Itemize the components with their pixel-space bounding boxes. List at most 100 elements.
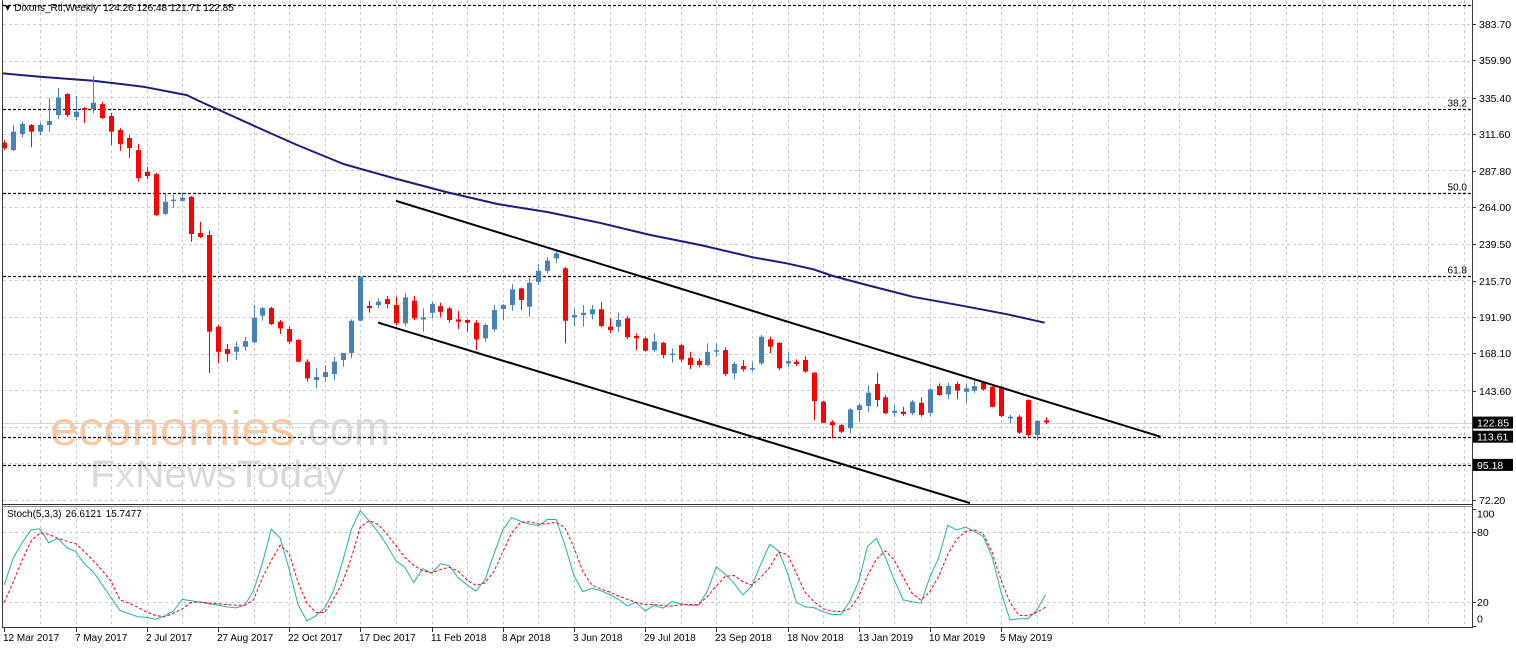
candle-body: [234, 346, 239, 352]
candle-body: [999, 386, 1004, 417]
price-axis-label: 168.10: [1479, 348, 1511, 360]
candle-bullish: [527, 277, 532, 317]
candle-bearish: [661, 341, 666, 359]
candle-body: [252, 317, 257, 343]
candle-body: [501, 305, 506, 309]
time-axis-label: 7 May 2017: [75, 633, 128, 644]
candle-bullish: [572, 308, 577, 326]
candle-body: [599, 309, 604, 326]
price-marker-box: [1473, 416, 1513, 429]
candle-bullish: [501, 304, 506, 320]
time-axis-label: 5 May 2019: [1000, 633, 1053, 644]
candle-bullish: [243, 336, 248, 351]
stochastic-axis[interactable]: 100 80 20 0: [1472, 509, 1495, 627]
candle-body: [376, 301, 381, 306]
candle-bullish: [510, 284, 515, 311]
candle-bullish: [1035, 420, 1040, 441]
candle-bearish: [385, 296, 390, 309]
candle-bearish: [438, 302, 443, 318]
candle-bullish: [652, 333, 657, 352]
candle-body: [216, 326, 221, 352]
candle-bearish: [777, 342, 782, 371]
price-axis-label: 215.70: [1479, 276, 1511, 288]
stochastic-d-value: 15.7477: [105, 509, 142, 520]
candle-body: [225, 349, 230, 354]
price-marker-box: [1473, 430, 1513, 443]
candle-bullish: [670, 348, 675, 363]
candle-bullish: [857, 403, 862, 422]
horizontal-levels[interactable]: 38.2 50.0 61.8: [3, 4, 1472, 467]
candle-bullish: [11, 125, 16, 151]
candle-body: [536, 270, 541, 282]
candle-body: [74, 111, 79, 117]
candle-body: [875, 384, 880, 400]
candle-bearish: [768, 336, 773, 354]
candle-body: [697, 360, 702, 366]
price-axis-label: 287.80: [1479, 166, 1511, 178]
candle-bullish: [972, 379, 977, 393]
candle-body: [563, 268, 568, 321]
moving-average-line[interactable]: [0, 72, 1045, 324]
candle-bullish: [732, 361, 737, 380]
candle-bearish: [563, 267, 568, 344]
price-axis[interactable]: 383.70 359.90 335.40 311.60 287.80 264.00 239.…: [1472, 19, 1513, 507]
candle-bearish: [447, 306, 452, 323]
price-plot[interactable]: [0, 72, 1161, 504]
candle-bearish: [883, 395, 888, 415]
candle-body: [421, 317, 426, 320]
candle-bearish: [1044, 417, 1049, 425]
candle-body: [794, 361, 799, 364]
time-axis[interactable]: 12 Mar 2017 7 May 2017 2 Jul 2017 27 Aug 20…: [3, 627, 1053, 644]
candle-bullish: [20, 121, 25, 138]
candle-body: [625, 318, 630, 338]
candle-body: [412, 300, 417, 319]
candle-body: [358, 276, 363, 321]
candle-bullish: [1008, 415, 1013, 424]
candle-bearish: [875, 372, 880, 407]
candle-bearish: [625, 316, 630, 340]
candle-body: [661, 342, 666, 355]
candle-body: [634, 336, 639, 339]
ohlc-values: 124.26 126.48 121.71 122.85: [103, 3, 234, 14]
time-axis-label: 18 Nov 2018: [787, 633, 844, 644]
watermark-x-mark: x: [115, 454, 135, 496]
time-axis-label: 3 Jun 2018: [573, 633, 623, 644]
candle-body: [892, 410, 897, 413]
candle-bearish: [981, 381, 986, 391]
candle-body: [972, 386, 977, 391]
candle-body: [332, 361, 337, 375]
stochastic-d-line: [3, 520, 1046, 618]
candle-body: [269, 308, 274, 325]
candle-bearish: [456, 310, 461, 330]
stochastic-plot[interactable]: [3, 509, 1047, 622]
candle-bearish: [394, 296, 399, 325]
candle-body: [82, 108, 87, 110]
candle-body: [572, 315, 577, 318]
candle-body: [403, 297, 408, 324]
stochastic-axis-label: 100: [1477, 509, 1495, 521]
watermark-line2-prefix: F: [90, 454, 115, 496]
stochastic-axis-label: 0: [1477, 614, 1483, 626]
candle-body: [759, 336, 764, 364]
candle-body: [109, 116, 114, 132]
watermark-line2: FxNewsToday: [90, 454, 345, 496]
candle-body: [777, 342, 782, 369]
candle-body: [527, 282, 532, 307]
candle-bullish: [545, 257, 550, 274]
candle-body: [394, 305, 399, 324]
candle-body: [581, 312, 586, 316]
candle-body: [385, 299, 390, 305]
trendline-channel-upper[interactable]: [395, 199, 1161, 438]
chart-header: ▼ Dixons_Rtl,Weekly 124.26 126.48 121.71 1…: [5, 3, 234, 15]
candle-body: [750, 368, 755, 370]
trendline-channel-lower[interactable]: [377, 321, 971, 504]
candle-body: [189, 196, 194, 234]
candle-body: [145, 171, 150, 177]
watermark: economies .com FxNewsToday: [50, 403, 390, 496]
price-axis-label: 383.70: [1479, 19, 1511, 31]
candle-bearish: [145, 167, 150, 180]
candle-body: [447, 308, 452, 320]
candle-body: [47, 121, 52, 125]
triangle-down-icon[interactable]: ▼: [5, 4, 11, 12]
